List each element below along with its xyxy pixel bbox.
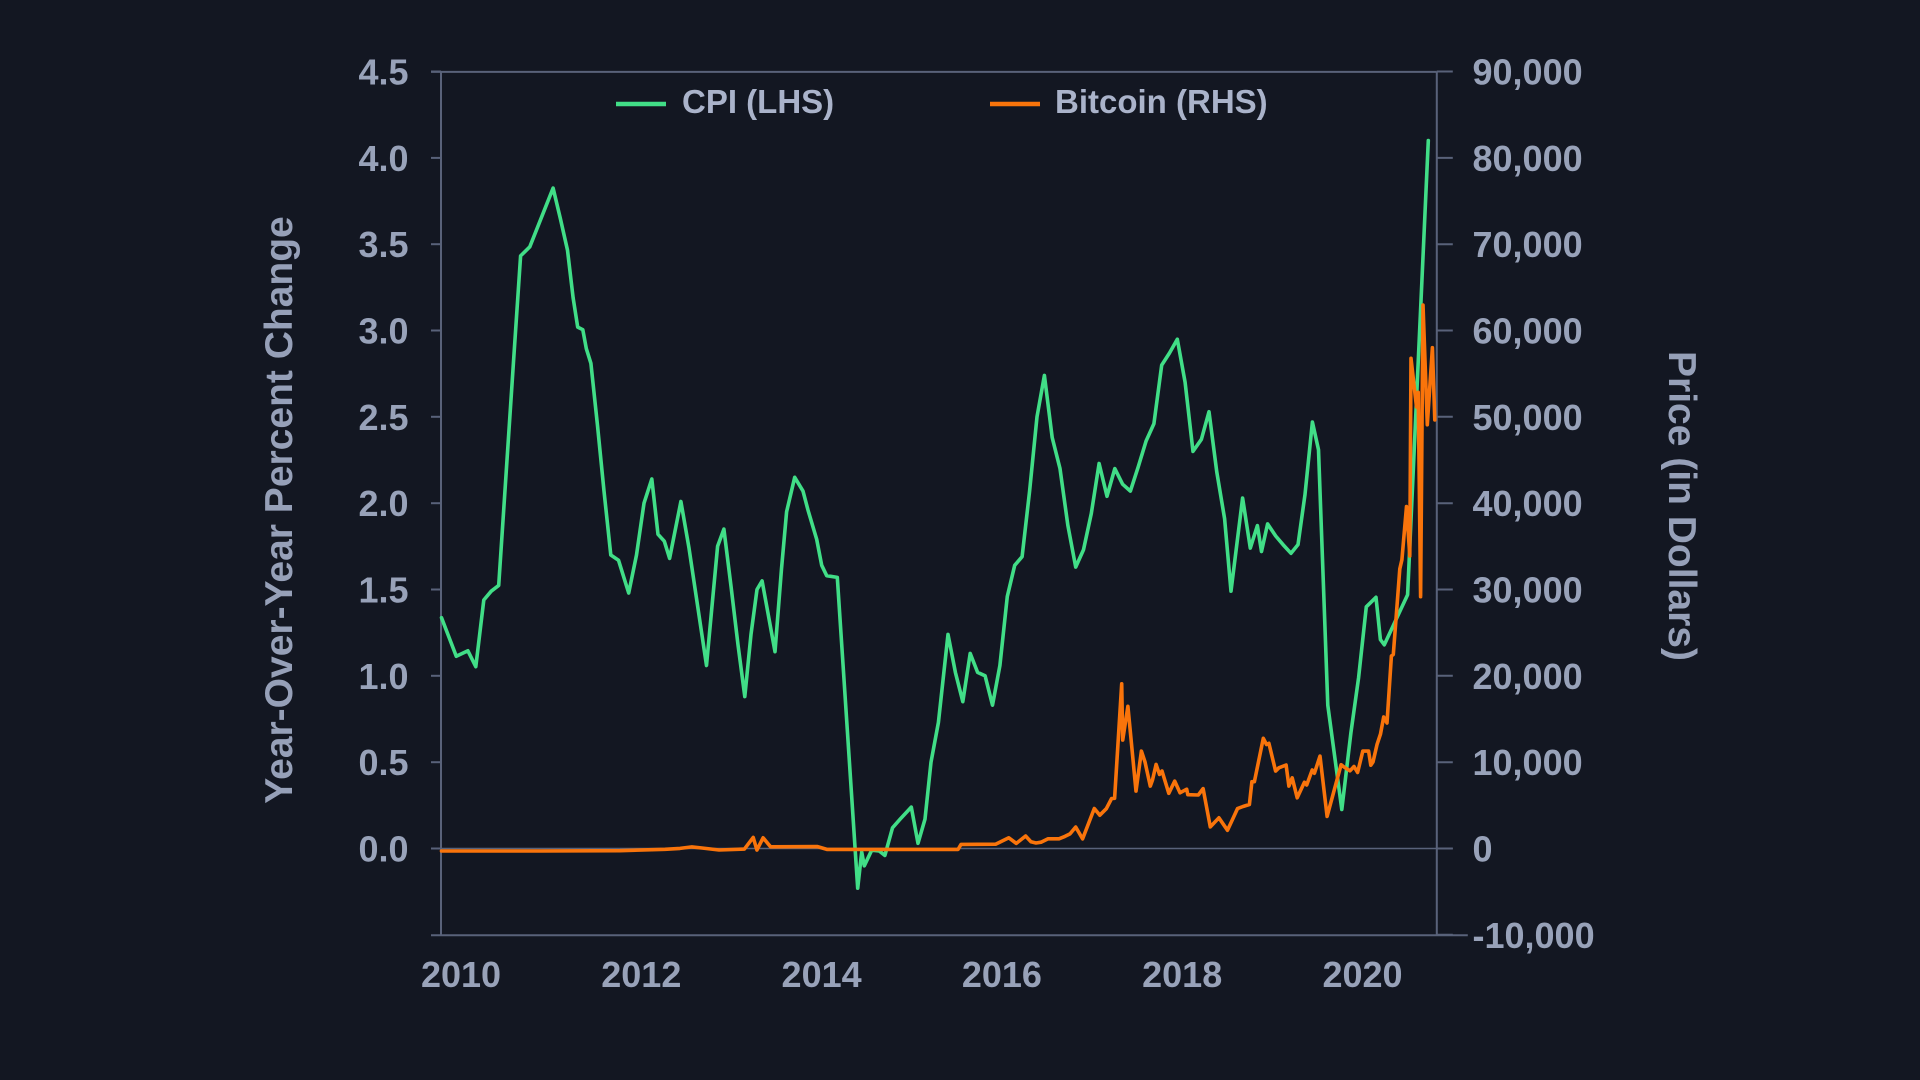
svg-text:40,000: 40,000 bbox=[1473, 483, 1583, 524]
svg-text:2.5: 2.5 bbox=[358, 397, 408, 438]
svg-text:30,000: 30,000 bbox=[1473, 570, 1583, 611]
svg-text:2020: 2020 bbox=[1322, 954, 1402, 995]
svg-text:3.0: 3.0 bbox=[358, 311, 408, 352]
svg-text:0: 0 bbox=[1473, 829, 1493, 870]
svg-text:60,000: 60,000 bbox=[1473, 311, 1583, 352]
svg-text:70,000: 70,000 bbox=[1473, 224, 1583, 265]
svg-text:2016: 2016 bbox=[962, 954, 1042, 995]
svg-text:Bitcoin (RHS): Bitcoin (RHS) bbox=[1055, 83, 1268, 120]
svg-text:2.0: 2.0 bbox=[358, 483, 408, 524]
svg-text:4.5: 4.5 bbox=[358, 52, 408, 93]
svg-text:2012: 2012 bbox=[601, 954, 681, 995]
svg-text:2010: 2010 bbox=[421, 954, 501, 995]
svg-text:3.5: 3.5 bbox=[358, 224, 408, 265]
svg-text:-10,000: -10,000 bbox=[1473, 915, 1595, 956]
svg-text:0.5: 0.5 bbox=[358, 742, 408, 783]
svg-text:10,000: 10,000 bbox=[1473, 742, 1583, 783]
svg-text:20,000: 20,000 bbox=[1473, 656, 1583, 697]
svg-text:CPI (LHS): CPI (LHS) bbox=[682, 83, 834, 120]
svg-text:Year-Over-Year Percent Change: Year-Over-Year Percent Change bbox=[258, 216, 301, 803]
svg-text:0.0: 0.0 bbox=[358, 829, 408, 870]
svg-text:1.5: 1.5 bbox=[358, 570, 408, 611]
svg-text:50,000: 50,000 bbox=[1473, 397, 1583, 438]
svg-text:2018: 2018 bbox=[1142, 954, 1222, 995]
svg-text:90,000: 90,000 bbox=[1473, 52, 1583, 93]
svg-text:Price (in Dollars): Price (in Dollars) bbox=[1660, 351, 1703, 661]
svg-text:80,000: 80,000 bbox=[1473, 138, 1583, 179]
svg-text:1.0: 1.0 bbox=[358, 656, 408, 697]
svg-text:2014: 2014 bbox=[782, 954, 862, 995]
svg-text:4.0: 4.0 bbox=[358, 138, 408, 179]
